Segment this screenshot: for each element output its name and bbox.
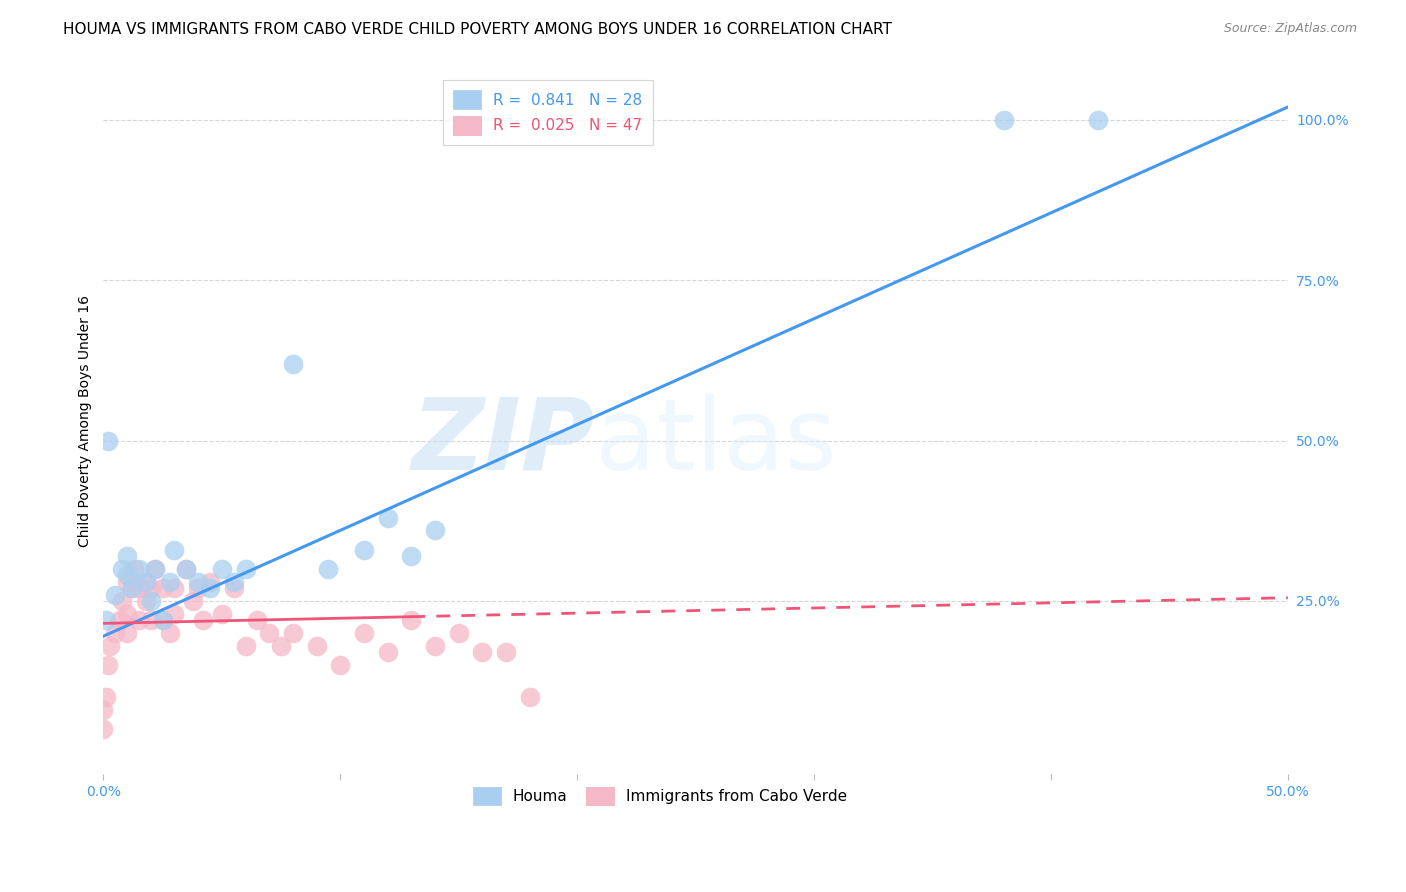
Point [139,581,162,595]
Point [353,542,375,557]
Point [100,639,122,653]
Point [187,574,209,589]
Point [135,594,157,608]
Point [115,607,138,621]
Point [93,703,115,717]
Point [152,581,174,595]
Point [159,626,181,640]
Text: Source: ZipAtlas.com: Source: ZipAtlas.com [1223,22,1357,36]
Point [122,562,145,576]
Point [163,542,186,557]
Point [128,562,150,576]
Point [222,574,245,589]
Point [211,607,233,621]
Point [128,613,150,627]
Point [152,613,174,627]
Point [211,562,233,576]
Point [135,574,157,589]
Point [495,645,517,659]
Point [97,434,120,448]
Point [115,568,138,582]
Point [471,645,494,659]
Point [377,645,399,659]
Point [121,581,143,595]
Point [281,626,304,640]
Point [163,607,186,621]
Point [94,690,117,705]
Point [93,723,115,737]
Y-axis label: Child Poverty Among Boys Under 16: Child Poverty Among Boys Under 16 [79,295,93,548]
Point [115,574,138,589]
Text: ZIP: ZIP [412,394,595,491]
Point [318,562,340,576]
Point [152,613,174,627]
Point [305,639,328,653]
Point [104,626,127,640]
Point [121,581,143,595]
Point [191,613,214,627]
Point [423,524,446,538]
Point [111,594,134,608]
Point [135,574,157,589]
Point [159,574,181,589]
Point [993,112,1015,127]
Point [1087,112,1109,127]
Point [235,639,257,653]
Point [281,357,304,371]
Point [401,549,423,563]
Point [187,581,209,595]
Point [115,626,138,640]
Point [198,574,221,589]
Point [423,639,446,653]
Point [198,581,221,595]
Point [145,562,167,576]
Point [519,690,541,705]
Point [139,594,162,608]
Point [145,562,167,576]
Point [97,658,120,673]
Point [108,613,131,627]
Text: atlas: atlas [595,394,837,491]
Point [111,562,134,576]
Point [94,613,117,627]
Point [257,626,280,640]
Point [174,562,197,576]
Point [222,581,245,595]
Point [139,613,162,627]
Point [235,562,257,576]
Point [353,626,375,640]
Point [246,613,269,627]
Point [329,658,352,673]
Point [401,613,423,627]
Point [163,581,186,595]
Text: HOUMA VS IMMIGRANTS FROM CABO VERDE CHILD POVERTY AMONG BOYS UNDER 16 CORRELATIO: HOUMA VS IMMIGRANTS FROM CABO VERDE CHIL… [63,22,893,37]
Point [174,562,197,576]
Point [377,510,399,524]
Legend: Houma, Immigrants from Cabo Verde: Houma, Immigrants from Cabo Verde [463,776,858,816]
Point [104,587,127,601]
Point [183,594,205,608]
Point [447,626,470,640]
Point [270,639,292,653]
Point [128,581,150,595]
Point [115,549,138,563]
